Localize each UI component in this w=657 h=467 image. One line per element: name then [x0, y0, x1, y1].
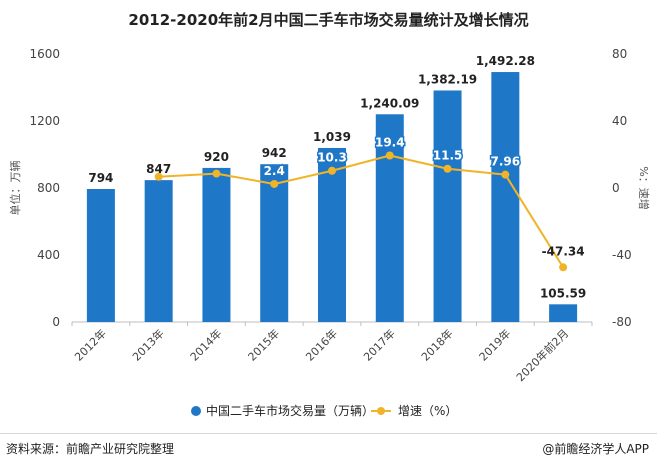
growth-line — [158, 154, 564, 268]
bars-layer — [86, 72, 578, 323]
volume-bar — [86, 189, 115, 322]
bar-value-label: 794 — [88, 171, 113, 185]
legend-bar-label: 中国二手车市场交易量（万辆） — [206, 403, 374, 418]
bar-value-label: 1,382.19 — [418, 72, 477, 86]
bar-value-label: 1,240.09 — [360, 96, 419, 110]
growth-value-label: 10.3 — [317, 151, 347, 165]
y-left-tick-label: 1200 — [29, 114, 60, 128]
bar-value-label: 105.59 — [540, 286, 586, 300]
brand-credit: @前瞻经济学人APP — [542, 442, 649, 456]
volume-bar — [202, 167, 231, 322]
growth-value-label: -47.34 — [542, 244, 585, 258]
growth-line-layer — [154, 151, 568, 272]
volume-bar — [491, 72, 520, 323]
x-category-label: 2014年 — [187, 326, 224, 363]
y-right-tick-label: 80 — [612, 47, 627, 61]
x-category-label: 2018年 — [418, 326, 455, 363]
x-category-label: 2016年 — [303, 326, 340, 363]
bar-value-label: 1,039 — [313, 130, 351, 144]
legend-bar-swatch — [191, 406, 201, 416]
growth-point — [443, 164, 452, 173]
x-category-label: 2019年 — [476, 326, 513, 363]
volume-bar — [375, 114, 404, 322]
x-category-label: 2017年 — [360, 326, 397, 363]
growth-point — [270, 179, 279, 188]
source-note: 资料来源：前瞻产业研究院整理 — [6, 442, 175, 456]
bar-value-label: 920 — [204, 150, 229, 164]
footer-divider — [0, 433, 657, 434]
y-left-tick-label: 0 — [52, 315, 60, 329]
growth-point — [501, 170, 510, 179]
growth-point — [328, 166, 336, 175]
growth-point — [385, 151, 394, 160]
legend-line-label: 增速（%） — [398, 404, 457, 418]
bar-value-label: 1,492.28 — [476, 54, 535, 68]
y-left-tick-label: 400 — [37, 248, 60, 262]
x-category-label: 2020年前2月 — [513, 326, 571, 384]
volume-bar — [260, 164, 289, 322]
growth-point — [212, 169, 221, 178]
x-category-label: 2015年 — [245, 326, 282, 363]
growth-value-label: 19.4 — [375, 136, 405, 150]
y-right-axis-title: %：速增 — [637, 166, 651, 209]
growth-value-label: 7.96 — [491, 155, 521, 169]
y-right-tick-label: 0 — [612, 181, 620, 195]
volume-bar — [144, 180, 173, 322]
legend-line-marker — [377, 407, 385, 415]
volume-bar — [318, 147, 346, 322]
x-category-label: 2012年 — [72, 326, 109, 363]
y-right-tick-label: -80 — [612, 315, 632, 329]
y-left-tick-label: 1600 — [29, 47, 60, 61]
y-right-tick-label: 40 — [612, 114, 627, 128]
y-left-tick-label: 800 — [37, 181, 60, 195]
x-category-label: 2013年 — [129, 326, 166, 363]
y-right-tick-label: -40 — [612, 248, 632, 262]
growth-point — [154, 172, 163, 181]
bar-value-label: 942 — [262, 146, 287, 160]
legend: 中国二手车市场交易量（万辆） 增速（%） — [191, 403, 457, 418]
data-labels-layer: 794 847 920 942 1,039 1,240.09 1,382.19 1,492.2… — [88, 54, 586, 300]
chart-title: 2012-2020年前2月中国二手车市场交易量统计及增长情况 — [128, 11, 529, 29]
growth-point — [559, 263, 568, 272]
volume-bar — [549, 304, 578, 322]
growth-value-label: 2.4 — [264, 164, 285, 178]
growth-value-label: 11.5 — [433, 149, 463, 163]
bar-value-label: 847 — [146, 162, 171, 176]
volume-bar — [433, 90, 462, 322]
y-left-axis-title: 单位：万辆 — [8, 161, 22, 216]
